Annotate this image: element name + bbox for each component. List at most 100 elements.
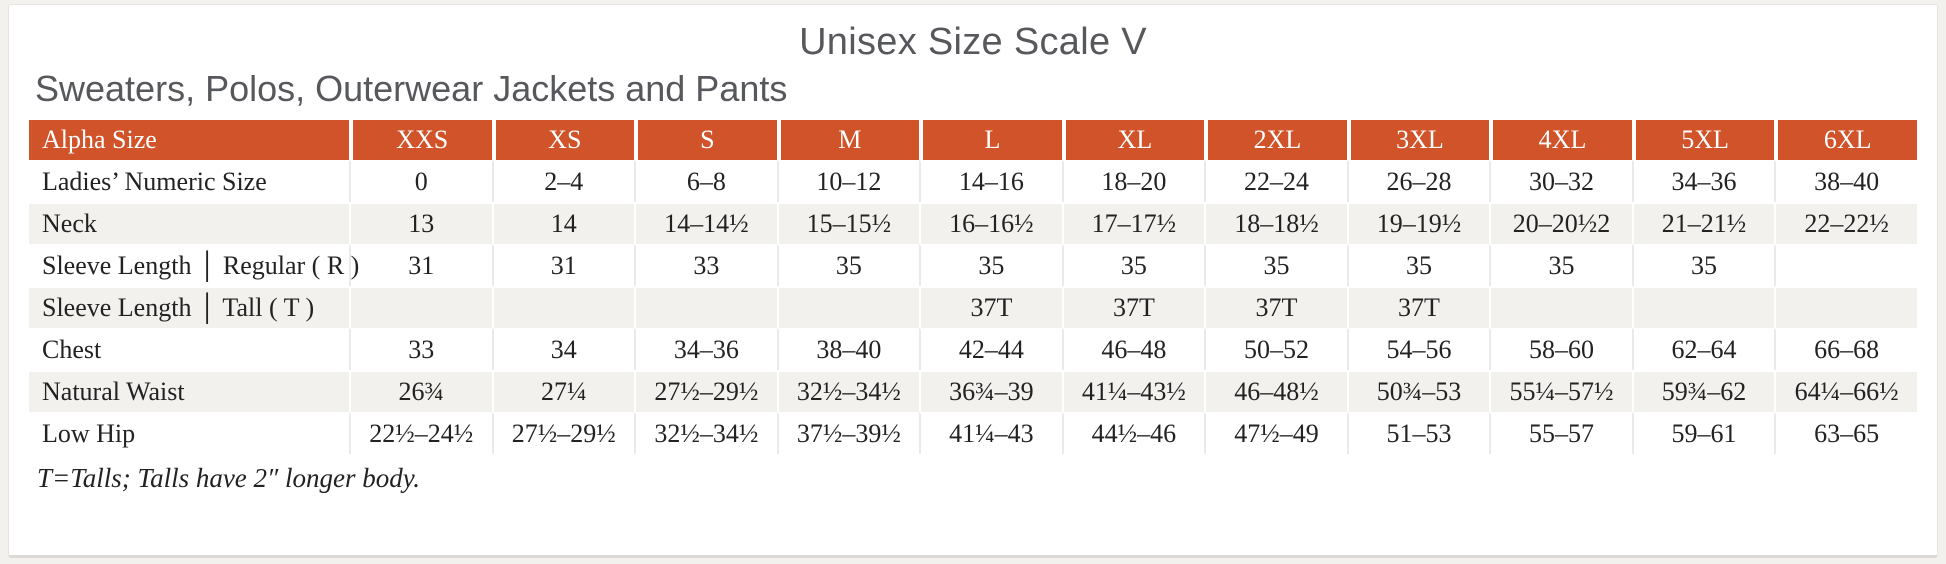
table-cell: 46–48½ <box>1204 370 1347 412</box>
table-cell: 35 <box>1061 244 1205 286</box>
table-row: Sleeve Length │ Tall ( T ) 37T 37T 37T 37T <box>29 286 1917 328</box>
table-cell: 13 <box>349 202 492 244</box>
table-cell: 22½–24½ <box>349 412 492 454</box>
table-cell: 18–18½ <box>1204 202 1347 244</box>
table-cell: 64¼–66½ <box>1774 370 1917 412</box>
table-cell: 59¾–62 <box>1631 370 1775 412</box>
table-cell: 34–36 <box>1631 160 1775 202</box>
table-cell: 35 <box>1489 244 1632 286</box>
table-cell: 27¼ <box>491 370 635 412</box>
table-cell: 31 <box>491 244 635 286</box>
table-cell: 26¾ <box>349 370 492 412</box>
header-cell: XS <box>491 120 635 160</box>
table-cell: 10–12 <box>776 160 920 202</box>
table-cell: 51–53 <box>1346 412 1490 454</box>
table-cell: 32½–34½ <box>634 412 777 454</box>
header-cell: L <box>919 120 1062 160</box>
header-cell: XL <box>1061 120 1205 160</box>
table-cell: 47½–49 <box>1204 412 1347 454</box>
header-cell: M <box>776 120 920 160</box>
table-cell: 35 <box>1346 244 1490 286</box>
table-cell: 19–19½ <box>1346 202 1490 244</box>
table-cell: 46–48 <box>1061 328 1205 370</box>
table-cell <box>776 286 920 328</box>
table-cell: 2–4 <box>491 160 635 202</box>
table-cell: 22–24 <box>1204 160 1347 202</box>
row-label: Neck <box>29 202 349 244</box>
header-cell-alpha-size: Alpha Size <box>29 120 349 160</box>
table-cell: 37T <box>1346 286 1490 328</box>
table-cell <box>634 286 777 328</box>
table-cell: 33 <box>349 328 492 370</box>
header-cell: 3XL <box>1346 120 1490 160</box>
table-cell: 32½–34½ <box>776 370 920 412</box>
header-row: Alpha Size XXS XS S M L XL 2XL 3XL 4XL 5XL 6XL <box>29 120 1917 160</box>
table-cell: 62–64 <box>1631 328 1775 370</box>
header-cell: S <box>634 120 777 160</box>
table-cell: 22–22½ <box>1774 202 1917 244</box>
table-cell: 18–20 <box>1061 160 1205 202</box>
table-row: Sleeve Length │ Regular ( R ) 31 31 33 35 35 3… <box>29 244 1917 286</box>
table-cell: 66–68 <box>1774 328 1917 370</box>
table-cell: 27½–29½ <box>634 370 777 412</box>
table-cell: 20–20½2 <box>1489 202 1632 244</box>
header-cell: XXS <box>349 120 492 160</box>
table-cell: 37T <box>1204 286 1347 328</box>
table-cell: 59–61 <box>1631 412 1775 454</box>
table-cell: 35 <box>919 244 1062 286</box>
table-row: Chest 33 34 34–36 38–40 42–44 46–48 50–52 54–56 5… <box>29 328 1917 370</box>
table-cell: 55–57 <box>1489 412 1632 454</box>
row-label: Ladies’ Numeric Size <box>29 160 349 202</box>
table-cell: 50¾–53 <box>1346 370 1490 412</box>
table-cell: 41¼–43½ <box>1061 370 1205 412</box>
table-cell: 42–44 <box>919 328 1062 370</box>
row-label: Chest <box>29 328 349 370</box>
table-cell: 16–16½ <box>919 202 1062 244</box>
table-cell: 50–52 <box>1204 328 1347 370</box>
table-cell: 17–17½ <box>1061 202 1205 244</box>
table-body: Ladies’ Numeric Size 0 2–4 6–8 10–12 14–16 18–… <box>29 160 1917 454</box>
table-cell: 21–21½ <box>1631 202 1775 244</box>
page-title: Unisex Size Scale V <box>799 21 1147 63</box>
table-cell: 58–60 <box>1489 328 1632 370</box>
table-cell: 0 <box>349 160 492 202</box>
header-cell: 5XL <box>1631 120 1775 160</box>
table-cell: 14–14½ <box>634 202 777 244</box>
table-cell <box>349 286 492 328</box>
footnote: T=Talls; Talls have 2″ longer body. <box>37 463 421 493</box>
table-cell <box>491 286 635 328</box>
table-cell: 15–15½ <box>776 202 920 244</box>
table-cell: 33 <box>634 244 777 286</box>
table-cell: 30–32 <box>1489 160 1632 202</box>
page-subtitle: Sweaters, Polos, Outerwear Jackets and P… <box>35 68 788 109</box>
table-cell: 41¼–43 <box>919 412 1062 454</box>
table-row: Neck 13 14 14–14½ 15–15½ 16–16½ 17–17½ 18–18½ 19… <box>29 202 1917 244</box>
header-cell: 4XL <box>1489 120 1632 160</box>
table-cell: 35 <box>1204 244 1347 286</box>
row-label: Sleeve Length │ Regular ( R ) <box>29 244 359 286</box>
table-cell: 37½–39½ <box>776 412 920 454</box>
table-cell <box>1774 244 1917 286</box>
table-cell: 34 <box>491 328 635 370</box>
table-row: Low Hip 22½–24½ 27½–29½ 32½–34½ 37½–39½ 41¼–4… <box>29 412 1917 454</box>
table-cell: 54–56 <box>1346 328 1490 370</box>
table-cell: 14 <box>491 202 635 244</box>
header-cell: 6XL <box>1774 120 1917 160</box>
row-label: Natural Waist <box>29 370 349 412</box>
header-cell: 2XL <box>1204 120 1347 160</box>
table-cell: 55¼–57½ <box>1489 370 1632 412</box>
table-cell: 27½–29½ <box>491 412 635 454</box>
table-cell: 31 <box>349 244 492 286</box>
size-table: Alpha Size XXS XS S M L XL 2XL 3XL 4XL 5XL 6XL Ladi… <box>29 120 1917 454</box>
table-row: Natural Waist 26¾ 27¼ 27½–29½ 32½–34½ 36¾–39 4… <box>29 370 1917 412</box>
table-cell <box>1774 286 1917 328</box>
row-label: Low Hip <box>29 412 349 454</box>
table-cell: 37T <box>1061 286 1205 328</box>
table-row: Ladies’ Numeric Size 0 2–4 6–8 10–12 14–16 18–… <box>29 160 1917 202</box>
table-cell <box>1489 286 1632 328</box>
table-cell: 34–36 <box>634 328 777 370</box>
table-cell: 38–40 <box>776 328 920 370</box>
table-header: Alpha Size XXS XS S M L XL 2XL 3XL 4XL 5XL 6XL <box>29 120 1917 160</box>
table-cell <box>1631 286 1775 328</box>
table-cell: 6–8 <box>634 160 777 202</box>
